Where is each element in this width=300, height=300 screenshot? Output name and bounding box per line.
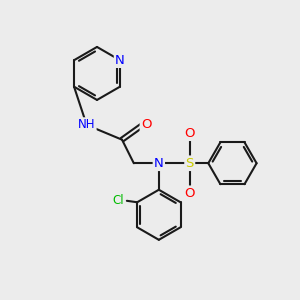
Text: O: O	[184, 187, 195, 200]
Text: Cl: Cl	[112, 194, 124, 207]
Text: S: S	[186, 157, 194, 170]
Text: O: O	[141, 118, 152, 131]
Text: NH: NH	[78, 118, 95, 131]
Text: O: O	[184, 127, 195, 140]
Text: N: N	[154, 157, 164, 170]
Text: N: N	[115, 54, 125, 67]
